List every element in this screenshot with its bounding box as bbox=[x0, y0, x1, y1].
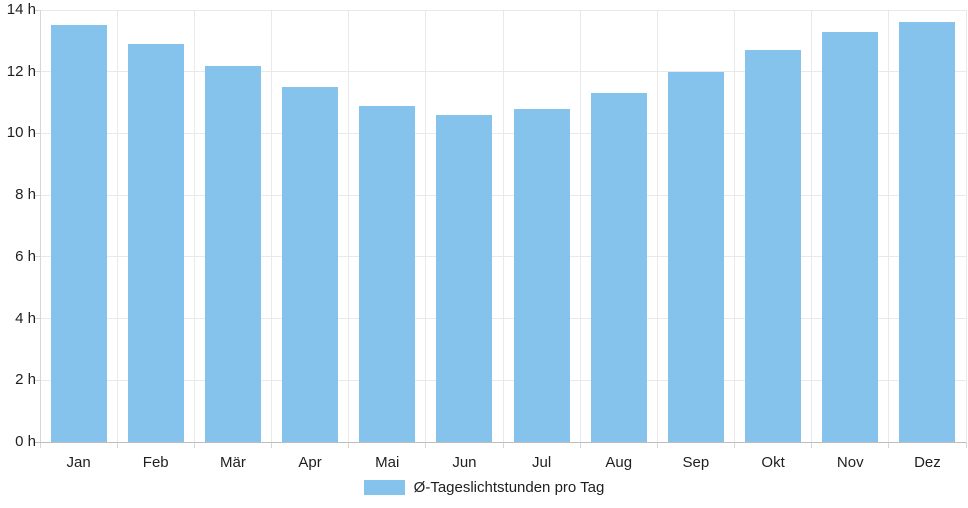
x-axis-label-sep: Sep bbox=[682, 454, 710, 471]
y-axis-tick-label: 12 h bbox=[6, 62, 36, 80]
x-axis-tick bbox=[734, 442, 735, 448]
x-axis-label-dez: Dez bbox=[914, 454, 941, 471]
bar-feb[interactable] bbox=[127, 43, 184, 442]
x-axis-label-nov: Nov bbox=[836, 454, 864, 471]
x-axis-tick bbox=[965, 442, 967, 448]
legend-label: Ø-Tageslichtstunden pro Tag bbox=[413, 479, 605, 496]
bar-dez[interactable] bbox=[899, 22, 956, 442]
y-axis-tick-label: 0 h bbox=[15, 433, 36, 450]
gridline-vertical bbox=[579, 10, 581, 442]
x-axis-tick bbox=[425, 442, 427, 448]
x-axis-label-jul: Jul bbox=[531, 454, 552, 471]
bar-jan[interactable] bbox=[50, 25, 107, 442]
x-axis-tick bbox=[193, 442, 195, 448]
bar-nov[interactable] bbox=[822, 31, 879, 442]
y-axis-tick bbox=[34, 132, 40, 134]
x-axis-tick bbox=[39, 442, 41, 448]
y-axis-tick-label: 8 h bbox=[15, 186, 36, 204]
bar-mär[interactable] bbox=[204, 65, 261, 442]
y-axis-tick-label: 4 h bbox=[15, 309, 36, 327]
bar-sep[interactable] bbox=[667, 71, 724, 442]
x-axis-tick bbox=[811, 442, 813, 448]
gridline-vertical bbox=[425, 10, 427, 442]
x-axis-tick bbox=[579, 442, 581, 448]
y-axis-tick bbox=[34, 194, 40, 196]
bar-jun[interactable] bbox=[436, 114, 493, 442]
gridline-vertical bbox=[811, 10, 813, 442]
x-axis-line bbox=[34, 441, 966, 443]
gridline-vertical bbox=[965, 10, 967, 442]
y-axis-tick-label: 2 h bbox=[15, 371, 36, 389]
y-axis-tick bbox=[34, 71, 40, 73]
x-axis-tick bbox=[888, 442, 890, 448]
x-axis-label-okt: Okt bbox=[761, 454, 785, 471]
gridline-vertical bbox=[271, 10, 272, 442]
x-axis-tick bbox=[656, 442, 658, 448]
bar-apr[interactable] bbox=[282, 87, 339, 442]
x-axis-label-aug: Aug bbox=[605, 454, 633, 471]
x-axis-tick bbox=[348, 442, 350, 448]
y-axis-tick-label: 14 h bbox=[6, 1, 36, 18]
bar-aug[interactable] bbox=[590, 93, 647, 442]
gridline-vertical bbox=[116, 10, 118, 442]
y-axis-tick bbox=[34, 379, 40, 381]
x-axis-label-jan: Jan bbox=[66, 454, 91, 471]
x-axis-tick bbox=[271, 442, 272, 448]
gridline-vertical bbox=[502, 10, 504, 442]
bar-jul[interactable] bbox=[513, 108, 570, 442]
y-axis-tick-label: 10 h bbox=[6, 124, 36, 142]
x-axis-label-apr: Apr bbox=[298, 454, 322, 471]
gridline-vertical bbox=[193, 10, 195, 442]
bar-okt[interactable] bbox=[745, 50, 802, 442]
gridline-vertical bbox=[656, 10, 658, 442]
x-axis-label-mär: Mär bbox=[219, 454, 246, 471]
gridline-vertical bbox=[348, 10, 350, 442]
y-axis-tick bbox=[34, 9, 40, 11]
x-axis-label-mai: Mai bbox=[375, 454, 400, 471]
x-axis-tick bbox=[502, 442, 504, 448]
x-axis-tick bbox=[116, 442, 118, 448]
y-axis-tick bbox=[34, 318, 40, 320]
gridline-vertical bbox=[888, 10, 890, 442]
y-axis-tick bbox=[34, 256, 40, 258]
gridline-vertical bbox=[39, 10, 41, 442]
y-axis-tick-label: 6 h bbox=[15, 247, 36, 265]
legend-item[interactable]: Ø-Tageslichtstunden pro Tag bbox=[0, 479, 968, 496]
legend-swatch-icon bbox=[363, 480, 405, 495]
x-axis-label-feb: Feb bbox=[142, 454, 169, 471]
x-axis-label-jun: Jun bbox=[452, 454, 477, 471]
bar-mai[interactable] bbox=[359, 105, 416, 442]
gridline-vertical bbox=[734, 10, 735, 442]
